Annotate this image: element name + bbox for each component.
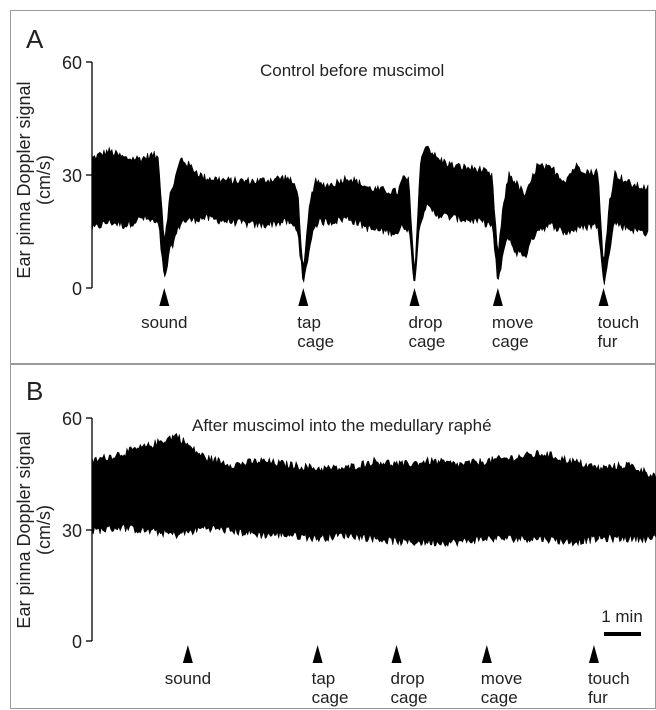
panel-b-ytick-label-0: 0 <box>72 632 82 652</box>
panel-b-event-marker-1 <box>312 645 323 663</box>
panel-a-event-label-3: move cage <box>492 313 534 351</box>
panel-a-ytick-label-60: 60 <box>62 53 82 73</box>
panel-b-event-label-0: sound <box>165 669 211 688</box>
panel-a-event-label-2: drop cage <box>408 313 445 351</box>
panel-b-event-marker-4 <box>588 645 599 663</box>
panel-b-ylabel-line2: (cm/s) <box>34 505 54 555</box>
panel-a-event-label-4: touch fur <box>598 313 640 351</box>
panel-a-event-label-0: sound <box>141 313 187 332</box>
panel-a: A Control before muscimol Ear pinna Dopp… <box>14 24 649 351</box>
panel-a-event-marker-2 <box>409 288 420 306</box>
panel-b-ylabel-line1: Ear pinna Doppler signal <box>14 431 34 628</box>
panel-b-title: After muscimol into the medullary raphé <box>192 416 492 435</box>
panel-a-title: Control before muscimol <box>260 61 444 80</box>
panel-a-event-label-1: tap cage <box>297 313 334 351</box>
panel-b-event-label-4: touch fur <box>588 669 630 707</box>
panel-a-ylabel-line1: Ear pinna Doppler signal <box>14 81 34 278</box>
panel-b-event-label-2: drop cage <box>391 669 428 707</box>
scale-bar-label: 1 min <box>601 607 643 626</box>
panel-b-label: B <box>26 376 43 406</box>
panel-a-event-marker-1 <box>298 288 309 306</box>
panel-a-event-marker-3 <box>492 288 503 306</box>
panel-a-ylabel: Ear pinna Doppler signal (cm/s) <box>14 81 54 278</box>
panel-a-label: A <box>26 24 44 54</box>
panel-a-ytick-label-30: 30 <box>62 166 82 186</box>
panel-b-event-marker-2 <box>391 645 402 663</box>
panel-b-events: sound tap cage drop cage move cage touch fur <box>165 645 630 707</box>
panel-b-event-marker-3 <box>481 645 492 663</box>
panel-b-event-label-1: tap cage <box>312 669 349 707</box>
panel-b-ylabel: Ear pinna Doppler signal (cm/s) <box>14 431 54 628</box>
panel-a-ylabel-line2: (cm/s) <box>34 155 54 205</box>
panel-b-event-label-3: move cage <box>481 669 523 707</box>
panel-a-event-marker-0 <box>159 288 170 306</box>
panel-b-ytick-label-60: 60 <box>62 409 82 429</box>
panel-a-ytick-label-0: 0 <box>72 279 82 299</box>
panel-a-trace <box>91 145 649 285</box>
panel-a-events: sound tap cage drop cage move cage touch fur <box>141 288 639 351</box>
panel-b-event-marker-0 <box>182 645 193 663</box>
panel-b-trace <box>91 433 656 548</box>
panel-a-event-marker-4 <box>598 288 609 306</box>
panel-b: B After muscimol into the medullary raph… <box>14 376 656 707</box>
panel-b-ytick-label-30: 30 <box>62 521 82 541</box>
